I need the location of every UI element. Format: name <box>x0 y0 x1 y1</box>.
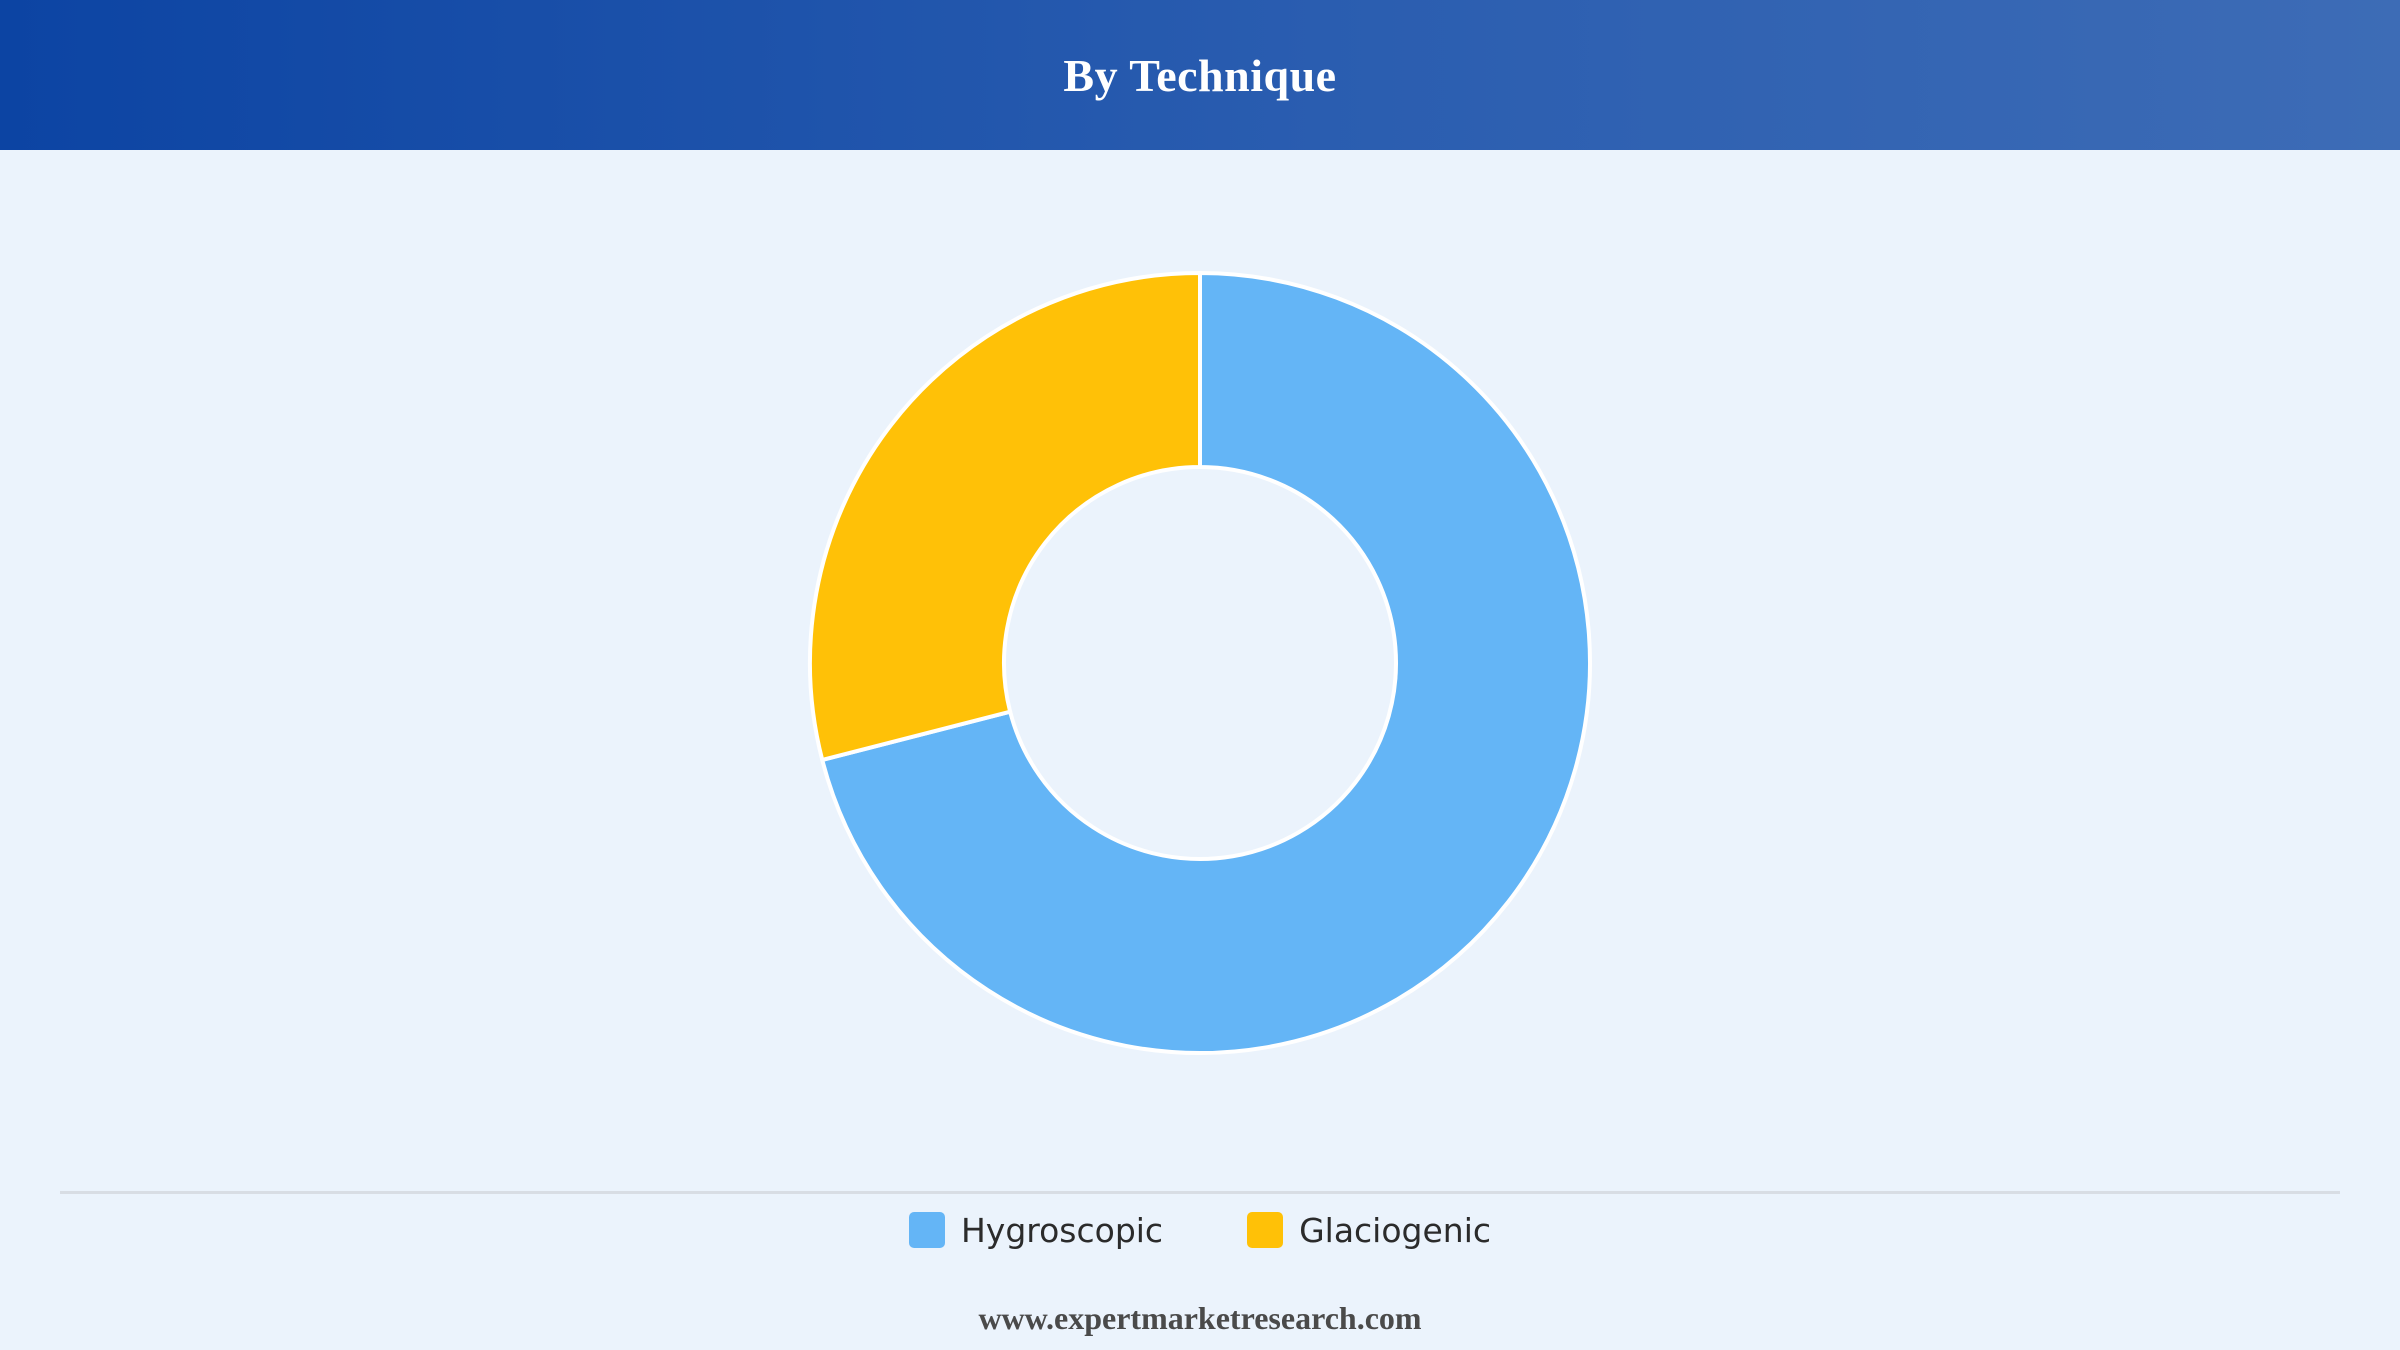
legend-divider <box>60 1191 2340 1194</box>
chart-title: By Technique <box>1063 49 1337 101</box>
chart-legend: Hygroscopic Glaciogenic <box>0 1208 2400 1252</box>
legend-label-glaciogenic: Glaciogenic <box>1299 1210 1492 1250</box>
chart-header: By Technique <box>0 0 2400 150</box>
legend-item-glaciogenic[interactable]: Glaciogenic <box>1247 1211 1491 1250</box>
donut-slice-hygroscopic[interactable] <box>820 271 1592 1055</box>
donut-chart <box>808 271 1592 1055</box>
source-url: www.expertmarketresearch.com <box>978 1300 1422 1336</box>
donut-slice-glaciogenic[interactable] <box>808 271 1202 762</box>
legend-swatch-glaciogenic <box>1247 1212 1284 1248</box>
legend-swatch-hygroscopic <box>908 1212 945 1248</box>
legend-label-hygroscopic: Hygroscopic <box>960 1210 1164 1250</box>
legend-item-hygroscopic[interactable]: Hygroscopic <box>908 1210 1164 1250</box>
